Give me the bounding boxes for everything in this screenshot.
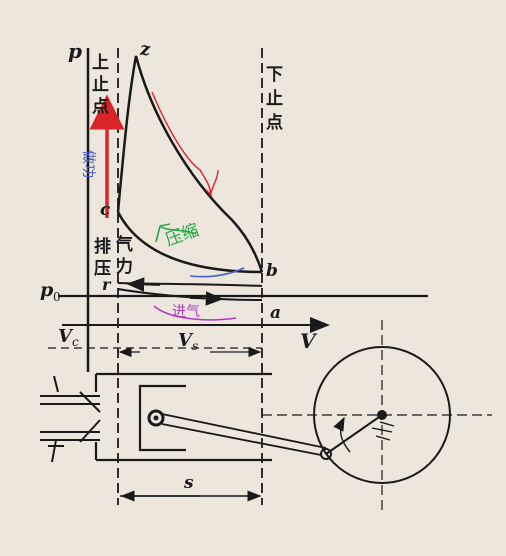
pressure-char-1: 压 [94, 259, 111, 279]
vc-label: V [58, 326, 74, 347]
pressure-char-2: 力 [116, 256, 133, 277]
stroke-label: s [183, 473, 194, 493]
intake-note: 进气 [172, 304, 200, 320]
tdc-char-1: 上 [92, 53, 109, 73]
point-a-label: a [270, 303, 281, 323]
point-b-label: b [266, 261, 278, 281]
intake-valve [40, 375, 101, 413]
bdc-char-3: 点 [266, 112, 283, 133]
exhaust-valve [40, 419, 101, 463]
piston [138, 384, 186, 452]
red-scribble [151, 91, 219, 197]
crank-hatch [371, 421, 395, 441]
vs-subscript: s [192, 339, 198, 353]
connecting-rod-upper [161, 413, 327, 449]
power-note-char-1: 做功 [80, 150, 96, 178]
magenta-underline [153, 305, 237, 321]
p0-label: p [40, 279, 54, 301]
green-compression-arrow [155, 223, 197, 243]
combustion-expansion-curve [116, 55, 264, 273]
exhaust-char-2: 气 [115, 234, 133, 255]
p0-subscript: 0 [53, 290, 61, 304]
p-axis-label: p [68, 39, 82, 63]
point-z-label: z [139, 39, 151, 60]
tdc-char-3: 点 [92, 96, 109, 117]
vs-label: V [178, 330, 194, 351]
exhaust-arrow [126, 277, 161, 292]
v-axis-label: V [300, 329, 318, 353]
bdc-char-2: 止 [266, 88, 283, 109]
bdc-char-1: 下 [266, 65, 283, 85]
point-c-label: c [100, 200, 111, 220]
vc-subscript: c [72, 335, 79, 349]
intake-arrow [189, 291, 224, 306]
tdc-char-2: 止 [92, 74, 109, 95]
connecting-rod-lower [161, 423, 327, 457]
crank-arm [325, 414, 383, 455]
point-r-label: r [102, 275, 112, 294]
compression-curve [116, 211, 263, 274]
rotation-arrow [333, 416, 351, 453]
blue-stroke [189, 267, 245, 278]
exhaust-char-1: 排 [94, 236, 111, 257]
